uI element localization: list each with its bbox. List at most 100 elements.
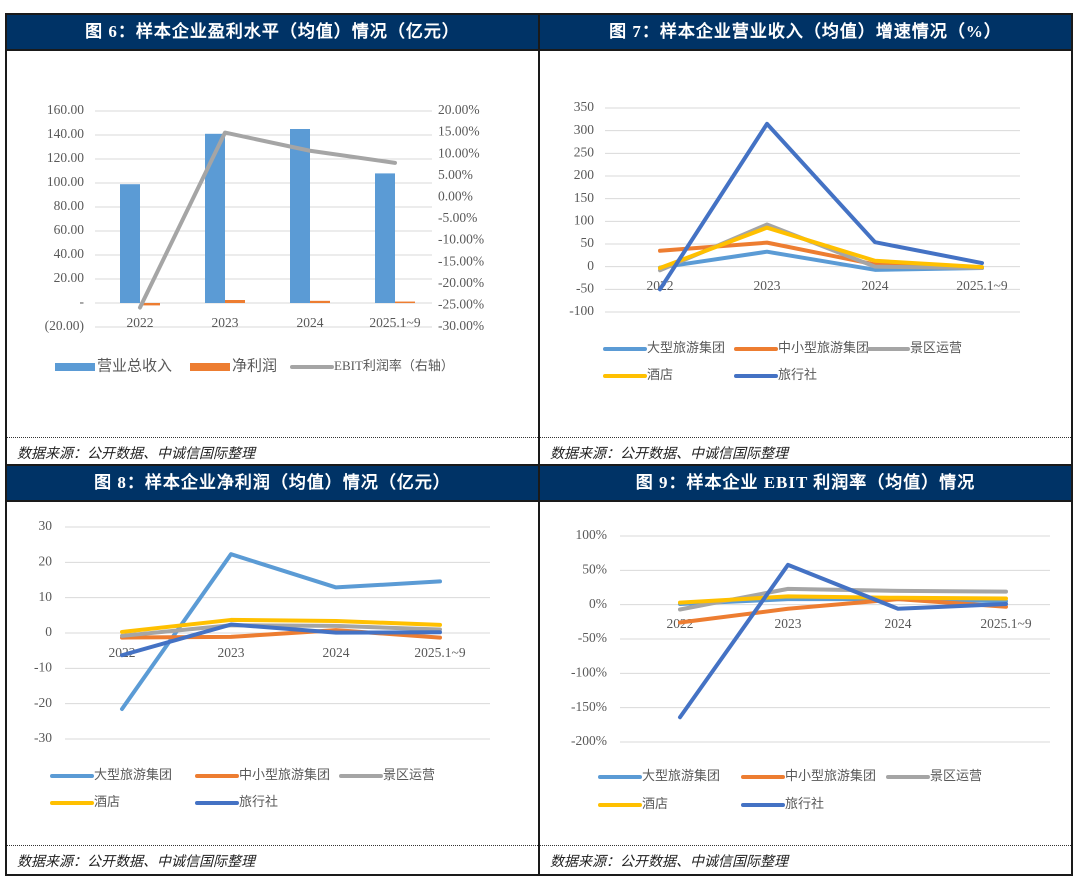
series-line [678, 562, 1008, 720]
y2-tick-label: -15.00% [438, 253, 484, 268]
chart-title-7: 图 7：样本企业营业收入（均值）增速情况（%） [540, 15, 1071, 51]
y2-tick-label: 5.00% [438, 167, 473, 182]
y2-tick-label: -25.00% [438, 296, 484, 311]
x-tick-label: 2022 [109, 645, 136, 660]
y-tick-label: 250 [574, 144, 595, 159]
y-tick-label: 200 [574, 167, 595, 182]
y-tick-label: 20 [39, 553, 53, 568]
bar-revenue [375, 173, 395, 303]
y-tick-label: 100% [576, 527, 608, 542]
y2-tick-label: -30.00% [438, 318, 484, 333]
y-tick-label: -100% [571, 664, 607, 679]
legend-label: 中小型旅游集团 [239, 767, 330, 782]
y2-tick-label: -5.00% [438, 210, 477, 225]
legend-label: 旅行社 [778, 367, 817, 382]
y-tick-label: -50% [578, 630, 607, 645]
y-tick-label: 0 [45, 624, 52, 639]
y-tick-label: 120.00 [47, 150, 84, 165]
source-note-7: 数据来源：公开数据、中诚信国际整理 [550, 447, 788, 462]
y-tick-label: 350 [574, 99, 595, 114]
bar-net-profit [225, 300, 245, 303]
y2-tick-label: 15.00% [438, 124, 480, 139]
series-line [138, 130, 397, 310]
chart-title-9: 图 9：样本企业 EBIT 利润率（均值）情况 [540, 466, 1071, 502]
y-tick-label: 40.00 [54, 246, 85, 261]
x-tick-label: 2024 [885, 616, 912, 631]
series-line [120, 623, 442, 638]
legend-label: 中小型旅游集团 [785, 768, 876, 783]
y-tick-label: 0 [587, 258, 594, 273]
x-tick-label: 2025.1~9 [980, 616, 1031, 631]
y-tick-label: 100 [574, 212, 595, 227]
bar-net-profit [310, 300, 330, 303]
legend-label: EBIT利润率（右轴） [334, 358, 454, 373]
y-tick-label: 50% [582, 561, 607, 576]
legend-label: 景区运营 [383, 767, 435, 782]
divider [540, 845, 1071, 846]
chart-title-8: 图 8：样本企业净利润（均值）情况（亿元） [7, 466, 538, 502]
chart-panel-9: 图 9：样本企业 EBIT 利润率（均值）情况 数据来源：公开数据、中诚信国际整… [538, 464, 1073, 876]
y-tick-label: -150% [571, 699, 607, 714]
x-tick-label: 2024 [862, 278, 889, 293]
y-tick-label: -100 [569, 303, 594, 318]
x-tick-label: 2022 [127, 315, 154, 330]
chart-panel-6: 图 6：样本企业盈利水平（均值）情况（亿元） 数据来源：公开数据、中诚信国际整理 [5, 13, 540, 466]
y2-tick-label: 0.00% [438, 188, 473, 203]
legend-label: 大型旅游集团 [642, 768, 720, 783]
y2-tick-label: 20.00% [438, 102, 480, 117]
y-tick-label: 30 [39, 518, 53, 533]
x-tick-label: 2025.1~9 [414, 645, 465, 660]
y-tick-label: 140.00 [47, 126, 84, 141]
legend-label: 景区运营 [930, 768, 982, 783]
legend-label: 营业总收入 [97, 357, 172, 374]
y2-tick-label: 10.00% [438, 145, 480, 160]
divider [7, 845, 538, 846]
y-tick-label: 80.00 [54, 198, 85, 213]
y-tick-label: -200% [571, 733, 607, 748]
legend-label: 中小型旅游集团 [778, 340, 869, 355]
y-tick-label: 160.00 [47, 102, 84, 117]
legend-label: 景区运营 [910, 340, 962, 355]
source-note-6: 数据来源：公开数据、中诚信国际整理 [17, 447, 255, 462]
legend-swatch [190, 363, 230, 371]
series-line [658, 121, 984, 292]
y2-tick-label: -20.00% [438, 275, 484, 290]
legend-label: 大型旅游集团 [94, 767, 172, 782]
y2-tick-label: -10.00% [438, 232, 484, 247]
y-tick-label: -20 [34, 695, 52, 710]
y-tick-label: -50 [576, 280, 594, 295]
y-tick-label: - [80, 294, 85, 309]
y-tick-label: 0% [589, 596, 607, 611]
y-tick-label: (20.00) [45, 318, 84, 333]
divider [7, 437, 538, 438]
y-tick-label: 150 [574, 190, 595, 205]
x-tick-label: 2025.1~9 [956, 278, 1007, 293]
legend-swatch [55, 363, 95, 371]
bar-revenue [290, 129, 310, 303]
x-tick-label: 2025.1~9 [369, 315, 420, 330]
legend-label: 酒店 [647, 367, 673, 382]
y-tick-label: 100.00 [47, 174, 84, 189]
bar-net-profit [395, 301, 415, 304]
x-tick-label: 2024 [297, 315, 324, 330]
legend-label: 酒店 [642, 796, 668, 811]
source-note-9: 数据来源：公开数据、中诚信国际整理 [550, 855, 788, 870]
divider [540, 437, 1071, 438]
y-tick-label: -10 [34, 659, 52, 674]
x-tick-label: 2024 [323, 645, 350, 660]
y-tick-label: 20.00 [54, 270, 85, 285]
y-tick-label: 60.00 [54, 222, 85, 237]
x-tick-label: 2023 [754, 278, 781, 293]
series-line [120, 617, 442, 634]
y-tick-label: -30 [34, 730, 52, 745]
y-tick-label: 300 [574, 122, 595, 137]
series-line [678, 594, 1008, 605]
legend-label: 净利润 [232, 357, 277, 374]
x-tick-label: 2023 [218, 645, 245, 660]
source-note-8: 数据来源：公开数据、中诚信国际整理 [17, 855, 255, 870]
y-tick-label: 10 [39, 589, 53, 604]
legend-label: 酒店 [94, 794, 120, 809]
legend-label: 大型旅游集团 [647, 340, 725, 355]
bar-net-profit [140, 303, 160, 306]
